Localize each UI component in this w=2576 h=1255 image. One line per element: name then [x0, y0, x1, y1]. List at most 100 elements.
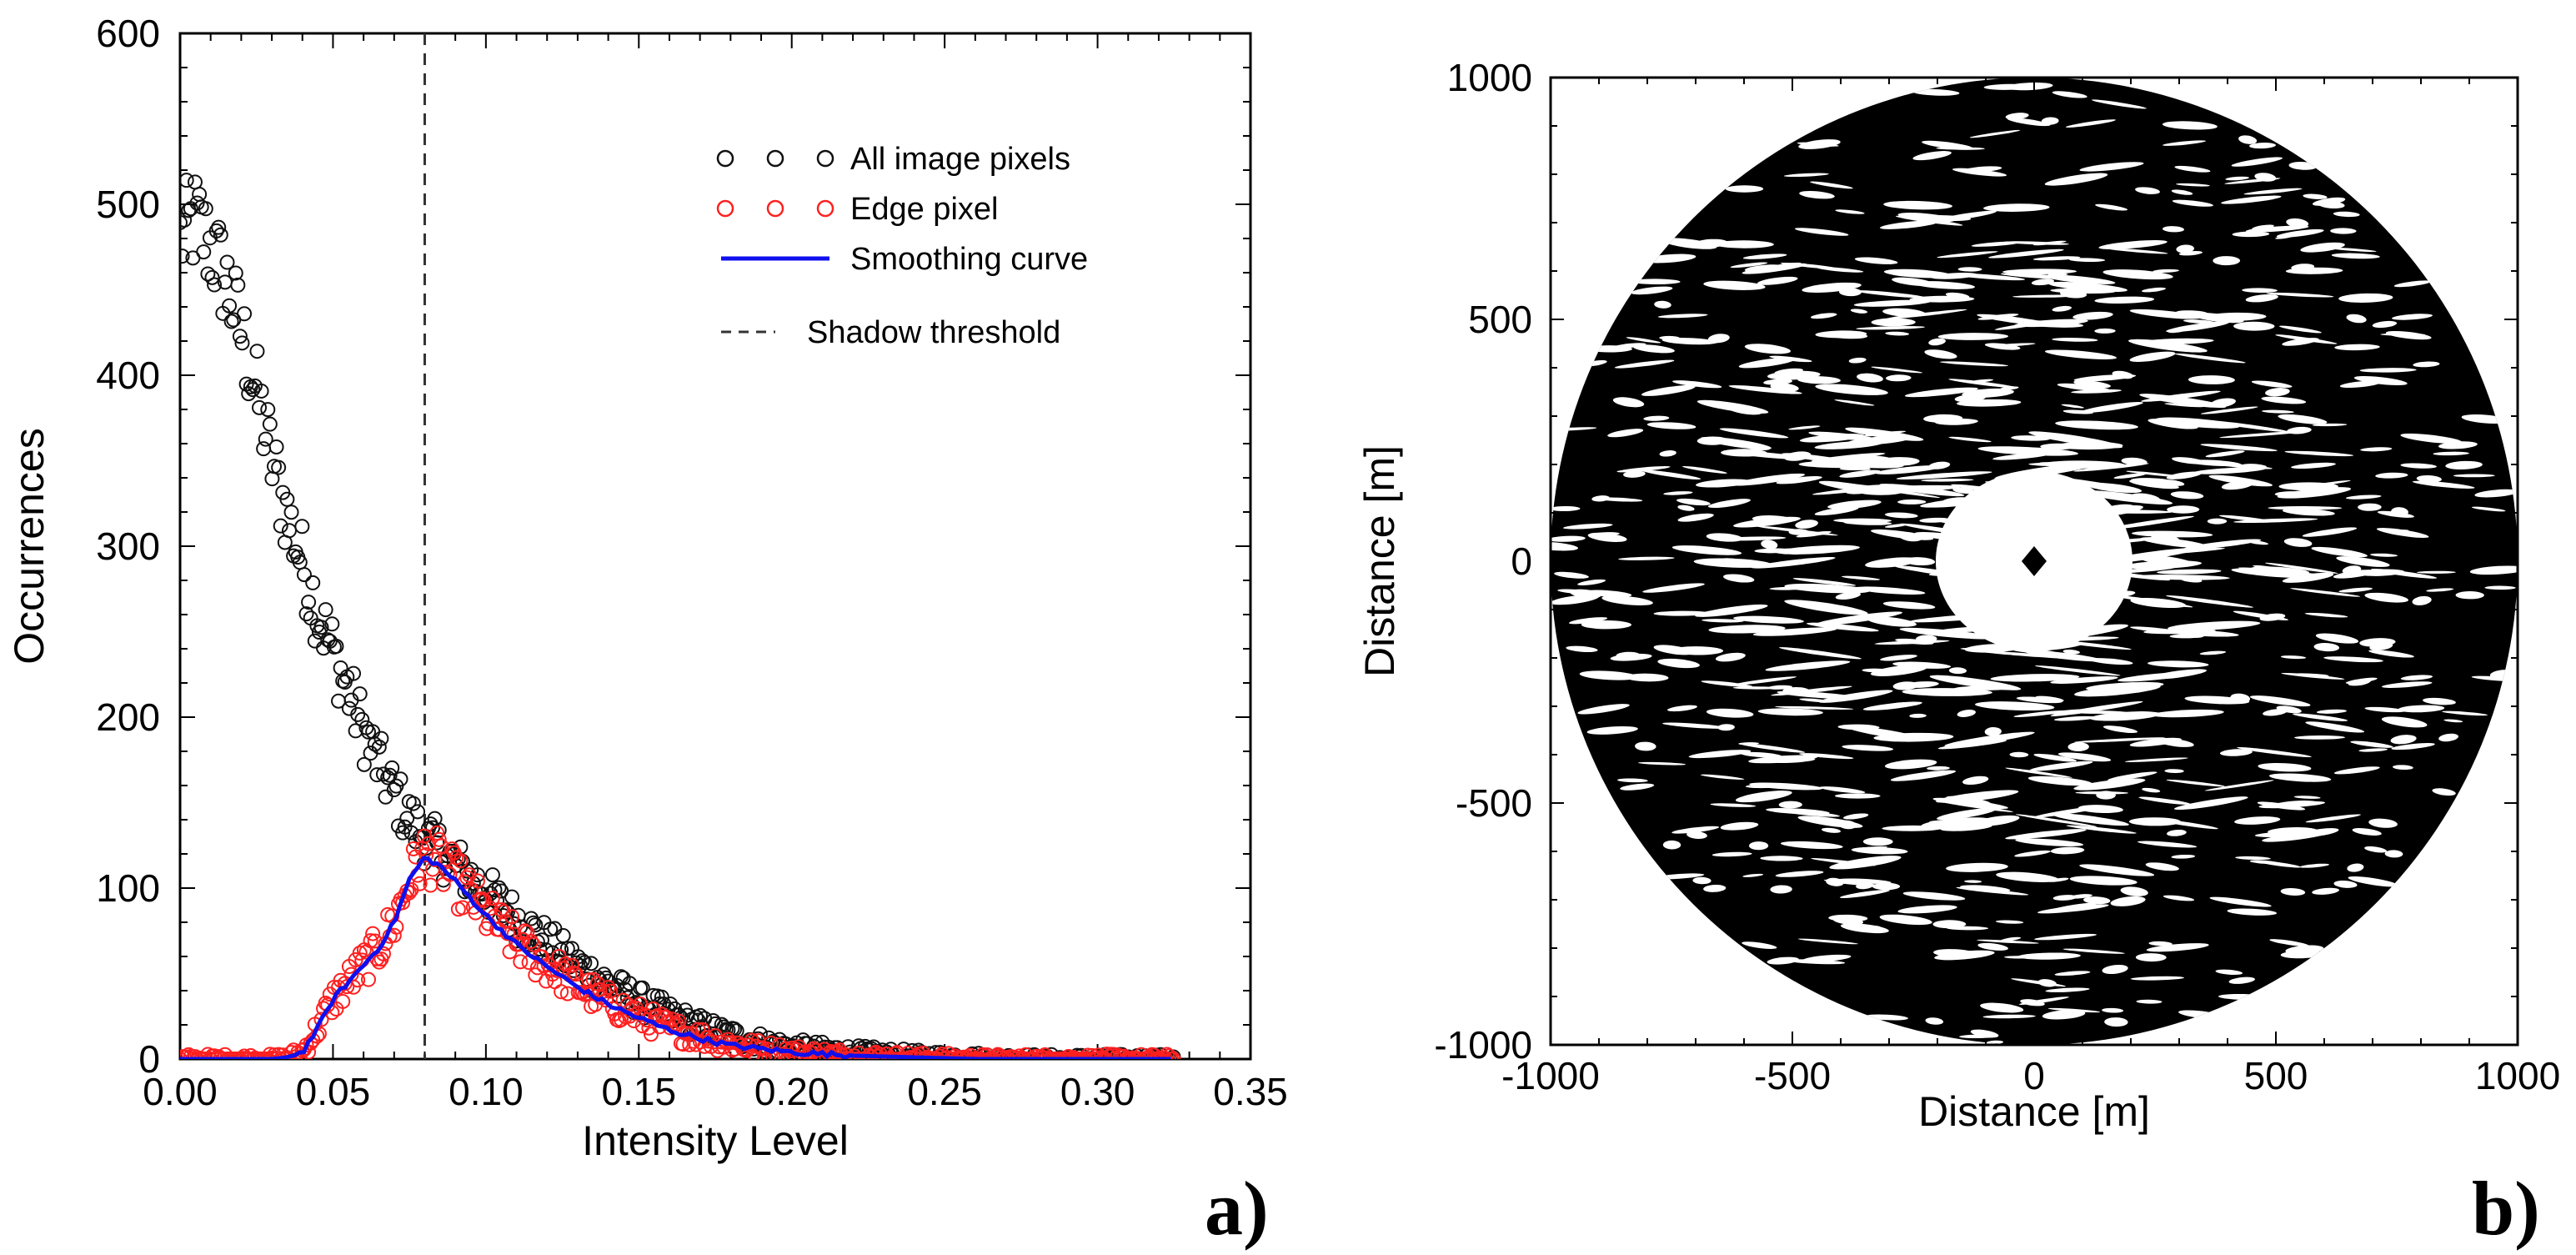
wave-streak	[1601, 595, 1653, 605]
wave-streak	[2079, 162, 2144, 172]
wave-streak	[2345, 677, 2378, 684]
scatter-point	[222, 298, 238, 314]
wave-streak	[2469, 565, 2518, 575]
wave-streak	[2293, 713, 2348, 721]
wave-streak	[2445, 460, 2483, 469]
wave-streak	[1767, 685, 1792, 690]
wave-streak	[2313, 643, 2340, 652]
wave-streak	[1856, 326, 1925, 330]
wave-streak	[2011, 978, 2066, 987]
wave-streak	[2072, 311, 2113, 320]
wave-streak	[2269, 939, 2309, 946]
scatter-point	[367, 933, 383, 949]
scatter-point	[399, 811, 415, 826]
wave-streak	[2016, 696, 2063, 704]
wave-streak	[2230, 693, 2251, 703]
wave-streak	[1646, 422, 1696, 429]
wave-streak	[2257, 801, 2306, 811]
wave-streak	[1834, 399, 1875, 406]
wave-streak	[1897, 905, 1957, 914]
wave-streak	[1904, 387, 1978, 398]
wave-streak	[2069, 876, 2137, 886]
wave-streak	[2163, 895, 2195, 901]
wave-streak	[1977, 314, 2057, 327]
scatter-point	[1059, 1052, 1075, 1059]
wave-streak	[2352, 828, 2382, 836]
x-tick-label: 0.35	[1213, 1070, 1288, 1113]
wave-streak	[1708, 625, 1786, 634]
wave-streak	[2391, 743, 2435, 750]
wave-streak	[1701, 619, 1744, 623]
wave-streak	[1886, 309, 1967, 319]
wave-streak	[2163, 226, 2184, 233]
y-tick-label: 500	[1468, 298, 1532, 341]
wave-streak	[2268, 773, 2332, 782]
wave-streak	[1751, 556, 1836, 569]
wave-streak	[2263, 709, 2288, 716]
wave-streak	[2071, 389, 2122, 394]
wave-streak	[2302, 527, 2358, 537]
scatter-point	[356, 756, 372, 772]
wave-streak	[2174, 165, 2211, 173]
wave-streak	[1676, 498, 1711, 506]
legend-label-smooth: Smoothing curve	[850, 242, 1088, 277]
scatter-point	[454, 900, 470, 916]
wave-streak	[2130, 597, 2187, 609]
wave-streak	[1898, 532, 1922, 542]
wave-streak	[2333, 766, 2380, 775]
wave-streak	[2139, 394, 2227, 409]
wave-streak	[2007, 118, 2051, 127]
wave-streak	[1733, 615, 1804, 624]
wave-streak	[1886, 374, 1912, 382]
wave-streak	[1877, 457, 1920, 466]
wave-streak	[2199, 375, 2227, 383]
wave-streak	[1770, 383, 1799, 392]
wave-streak	[1811, 453, 1886, 462]
wave-streak	[2000, 936, 2022, 941]
wave-streak	[1835, 209, 1865, 214]
wave-streak	[1620, 783, 1655, 791]
panel-label-b: b)	[2472, 1166, 2540, 1251]
scatter-point	[449, 850, 464, 866]
wave-streak	[2157, 569, 2222, 575]
wave-streak	[1806, 622, 1879, 632]
panel-label-a: a)	[1205, 1166, 1269, 1251]
wave-streak	[2433, 451, 2469, 456]
wave-streak	[1797, 816, 1863, 828]
wave-streak	[2033, 753, 2077, 762]
wave-streak	[1587, 532, 1627, 543]
wave-streak	[1836, 878, 1892, 884]
wave-streak	[2345, 494, 2382, 499]
wave-streak	[2163, 140, 2206, 146]
wave-streak	[1810, 181, 1853, 189]
scatter-point	[634, 980, 650, 996]
wave-streak	[1802, 282, 1862, 293]
wave-streak	[1670, 646, 1724, 655]
wave-streak	[2042, 1010, 2086, 1020]
wave-streak	[2073, 463, 2149, 472]
wave-streak	[2168, 620, 2261, 631]
wave-streak	[1879, 484, 1965, 497]
wave-streak	[2200, 406, 2258, 414]
wave-streak	[1721, 449, 1767, 457]
scatter-point	[313, 620, 329, 635]
wave-streak	[2052, 338, 2098, 342]
wave-streak	[1945, 292, 1970, 299]
wave-streak	[2282, 338, 2319, 346]
wave-streak	[1642, 583, 1705, 593]
wave-streak	[1853, 299, 1931, 307]
wave-streak	[2086, 681, 2164, 691]
wave-streak	[2050, 288, 2116, 294]
wave-streak	[1661, 722, 1727, 729]
wave-streak	[1815, 384, 1888, 395]
wave-streak	[1841, 575, 1881, 580]
wave-streak	[1626, 337, 1661, 344]
scatter-point	[1105, 1047, 1121, 1059]
wave-streak	[2128, 817, 2182, 826]
scatter-point	[517, 923, 533, 939]
wave-streak	[2237, 747, 2312, 757]
wave-streak	[2129, 351, 2176, 362]
scatter-point	[499, 926, 515, 941]
wave-streak	[2005, 767, 2072, 778]
wave-streak	[1835, 793, 1881, 799]
